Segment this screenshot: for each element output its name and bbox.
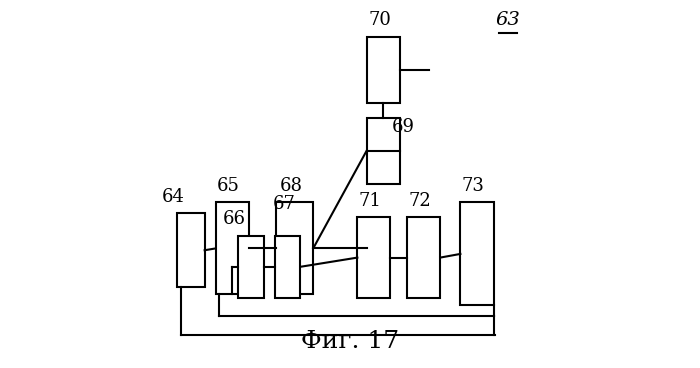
Text: Фиг. 17: Фиг. 17 <box>301 330 399 353</box>
FancyBboxPatch shape <box>276 202 313 294</box>
Text: 69: 69 <box>392 118 415 136</box>
FancyBboxPatch shape <box>274 236 300 298</box>
Text: 63: 63 <box>496 11 521 29</box>
Text: 73: 73 <box>462 177 484 195</box>
Text: 68: 68 <box>279 177 302 195</box>
FancyBboxPatch shape <box>216 202 248 294</box>
Text: 64: 64 <box>162 188 185 206</box>
FancyBboxPatch shape <box>367 37 400 103</box>
FancyBboxPatch shape <box>177 213 204 287</box>
FancyBboxPatch shape <box>461 202 494 305</box>
Text: 70: 70 <box>368 11 391 29</box>
FancyBboxPatch shape <box>367 118 400 184</box>
Text: 66: 66 <box>223 210 246 228</box>
FancyBboxPatch shape <box>238 236 263 298</box>
Text: 67: 67 <box>272 195 295 213</box>
FancyBboxPatch shape <box>358 217 391 298</box>
Text: 71: 71 <box>359 192 382 210</box>
Text: 72: 72 <box>409 192 431 210</box>
FancyBboxPatch shape <box>407 217 440 298</box>
Text: 65: 65 <box>217 177 240 195</box>
